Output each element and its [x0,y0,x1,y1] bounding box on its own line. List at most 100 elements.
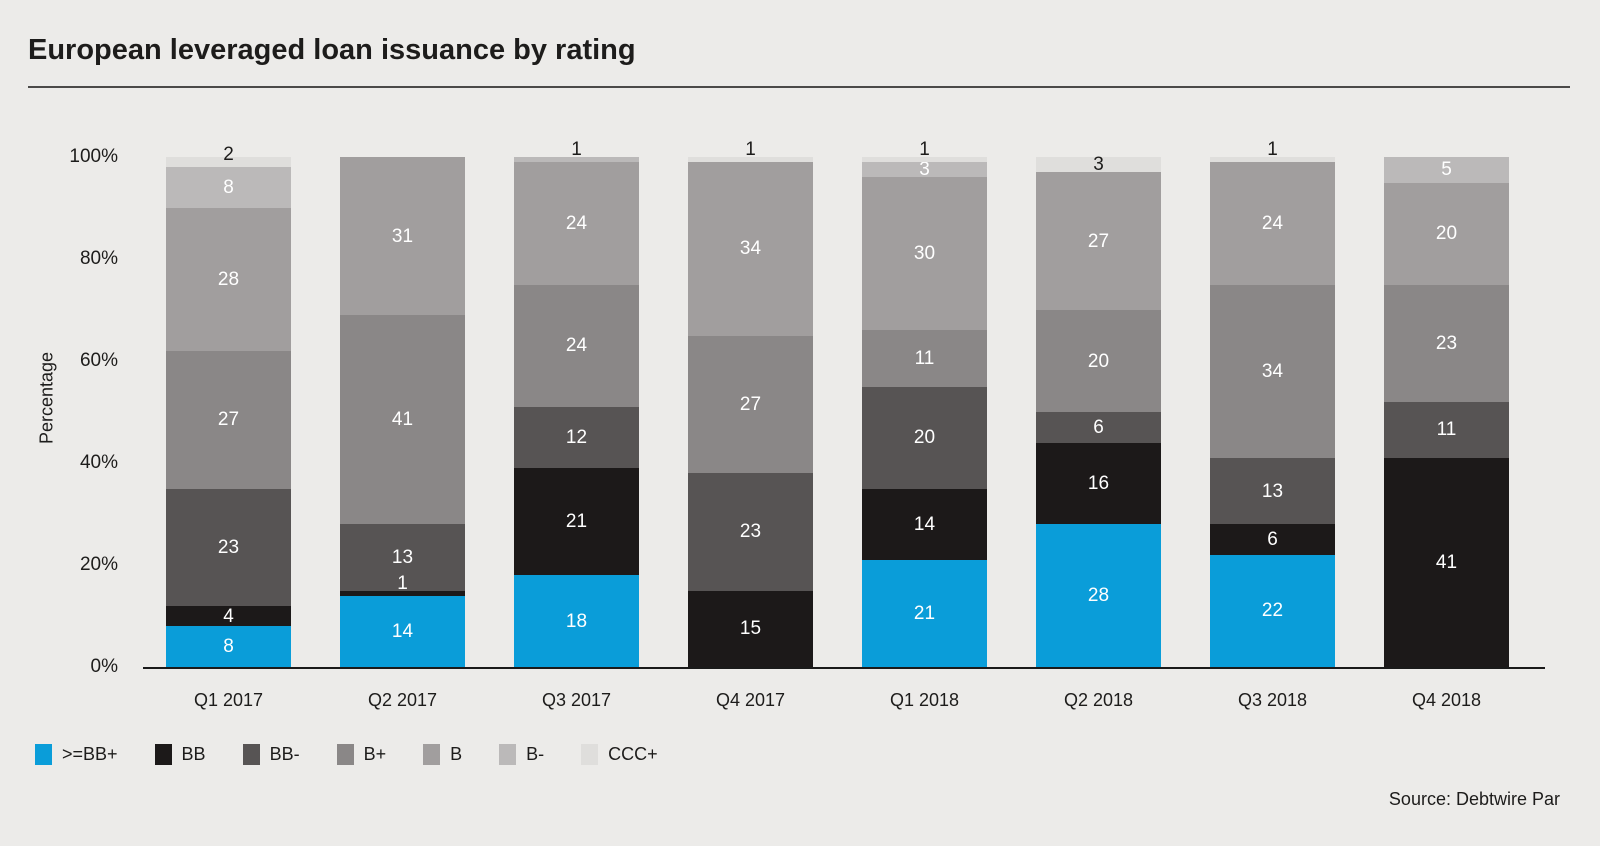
segment-value-label: 13 [1261,480,1284,502]
x-axis-labels: Q1 2017 Q2 2017 Q3 2017 Q4 2017 Q1 2018 Q2 20… [143,690,1545,716]
segment-value-label: 4 [223,605,234,627]
bar-segment-b: 24 [514,162,639,285]
bar-segment-bb: 12 [514,406,639,469]
segment-value-label: 5 [1441,159,1452,181]
bar-segment-bb: 6 [1210,524,1335,555]
segment-value-label: 22 [1261,600,1284,622]
legend-item-b: B+ [336,744,386,765]
segment-value-label: 24 [1261,212,1284,234]
bar-segment-bb: 13 [1210,457,1335,525]
x-axis-label: Q2 2017 [367,690,438,710]
bar-segment-bb: 18 [514,575,639,667]
segment-value-label: 27 [1087,230,1110,252]
legend-swatch [423,744,441,765]
segment-value-label: 16 [1087,472,1110,494]
legend-item-bb: BB- [242,744,300,765]
legend-swatch [336,744,354,765]
segment-value-label: 34 [1261,360,1284,382]
legend-label: B [450,744,463,764]
segment-value-label: 24 [565,212,588,234]
segment-value-label: 27 [217,409,240,431]
bar-segment-bb: 13 [340,524,465,591]
bar-segment-b: 11 [862,330,987,387]
bar-segment-b: 1 [514,140,639,163]
legend-label: CCC+ [608,744,658,764]
legend-label: >=BB+ [62,744,118,764]
segment-value-label: 41 [391,409,414,431]
y-tick: 80% [79,248,118,269]
plot-area: 8 4 23 27 28 8 2 14 1 13 41 31 18 21 12 24 24 1 15 23 27 34 1 2… [143,140,1545,669]
legend-swatch [499,744,517,765]
segment-value-label: 20 [1435,223,1458,244]
segment-value-label: 1 [1267,139,1278,161]
bar-segment-b: 3 [862,159,987,181]
bar-segment-bb: 16 [1036,442,1161,525]
segment-value-label: 3 [919,159,930,181]
bar-segment-b: 20 [1384,182,1509,285]
bar-segment-bb: 8 [166,626,291,667]
bar-segment-bb: 23 [166,488,291,606]
segment-value-label: 1 [571,139,582,161]
y-axis-ticks: 0% 20% 40% 60% 80% 100% [0,146,118,677]
segment-value-label: 34 [739,238,762,260]
bar-q2-2018: 28 16 6 20 27 3 [1036,154,1161,667]
bar-segment-b: 27 [1036,172,1161,310]
bar-segment-b: 30 [862,177,987,331]
bar-segment-bb: 6 [1036,412,1161,443]
bar-segment-bb: 21 [862,559,987,667]
segment-value-label: 2 [223,144,234,166]
legend-swatch [154,744,172,765]
legend: >=BB+ BB BB- B+ B B- CCC+ [35,744,695,765]
segment-value-label: 1 [745,139,756,161]
segment-value-label: 31 [391,225,414,247]
y-tick: 40% [79,452,118,473]
segment-value-label: 14 [391,620,414,642]
segment-value-label: 15 [739,618,762,640]
bar-segment-ccc: 1 [688,140,813,163]
bar-q4-2018: 41 11 23 20 5 [1384,157,1509,667]
bar-q3-2018: 22 6 13 34 24 1 [1210,140,1335,667]
page-title: European leveraged loan issuance by rati… [28,34,636,66]
bar-segment-b: 24 [1210,162,1335,285]
bar-segment-bb: 41 [1384,457,1509,667]
segment-value-label: 23 [739,521,762,543]
x-axis-label: Q4 2017 [715,690,786,710]
bar-q1-2018: 21 14 20 11 30 3 1 [862,140,987,667]
x-axis-label: Q1 2018 [889,690,960,710]
bar-segment-b: 5 [1384,157,1509,183]
bar-segment-bb: 15 [688,590,813,667]
segment-value-label: 13 [391,546,414,568]
legend-label: BB- [269,744,300,764]
segment-value-label: 41 [1435,551,1458,573]
legend-item-bb: >=BB+ [35,744,118,765]
bar-segment-ccc: 2 [166,145,291,168]
segment-value-label: 18 [565,610,588,632]
legend-item-b: B- [499,744,544,765]
bar-segment-bb: 22 [1210,554,1335,667]
legend-item-b: B [423,744,462,765]
bar-segment-bb: 23 [688,473,813,591]
segment-value-label: 23 [1435,332,1458,354]
segment-value-label: 12 [565,427,588,449]
y-tick: 60% [79,350,118,371]
segment-value-label: 8 [223,177,234,199]
segment-value-label: 27 [739,393,762,415]
x-axis-label: Q3 2017 [541,690,612,710]
bar-segment-b: 28 [166,208,291,351]
y-tick: 0% [90,656,118,677]
bar-segment-b: 23 [1384,284,1509,402]
bar-q3-2017: 18 21 12 24 24 1 [514,140,639,667]
bar-segment-b: 34 [1210,284,1335,458]
bar-segment-ccc: 3 [1036,154,1161,176]
legend-swatch [581,744,599,765]
bar-segment-bb: 4 [166,605,291,627]
segment-value-label: 20 [913,427,936,448]
segment-value-label: 21 [565,511,588,533]
legend-swatch [242,744,260,765]
x-axis-label: Q3 2018 [1237,690,1308,710]
segment-value-label: 3 [1093,154,1104,176]
legend-swatch [35,744,52,765]
bar-segment-b: 27 [166,350,291,489]
segment-value-label: 6 [1093,416,1104,438]
bar-q1-2017: 8 4 23 27 28 8 2 [166,145,291,667]
